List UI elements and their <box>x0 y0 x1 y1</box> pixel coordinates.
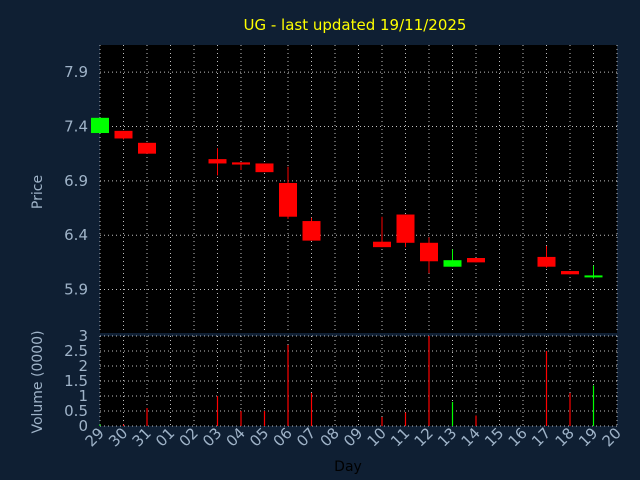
candle-body <box>279 183 297 217</box>
volume-tick-label: 3 <box>78 327 88 345</box>
candle-body <box>208 159 227 164</box>
price-tick-labels: 5.9 6.4 6.9 7.4 7.9 <box>64 63 88 298</box>
candle-body <box>373 241 391 248</box>
x-tick-label: 04 <box>223 424 249 450</box>
price-tick-label: 6.9 <box>64 172 88 190</box>
x-axis-label: Day <box>334 459 362 475</box>
candle-body <box>138 142 156 154</box>
candles <box>91 117 603 279</box>
candle-body <box>255 163 274 173</box>
price-axis-label: Price <box>30 175 46 209</box>
x-tick-label: 13 <box>434 424 460 450</box>
x-tick-label: 08 <box>317 424 343 450</box>
x-tick-label: 15 <box>481 424 507 450</box>
x-tick-label: 16 <box>505 424 531 450</box>
x-tick-label: 02 <box>176 424 202 450</box>
x-tick-label: 06 <box>270 424 296 450</box>
x-tick-label: 31 <box>129 424 155 450</box>
x-tick-label: 18 <box>552 424 578 450</box>
candle-body <box>443 260 462 267</box>
price-tick-label: 5.9 <box>64 281 88 299</box>
x-tick-label: 30 <box>105 424 131 450</box>
x-tick-label: 12 <box>411 424 437 450</box>
x-tick-label: 14 <box>458 424 484 450</box>
candle-body <box>396 214 415 243</box>
price-tick-label: 6.4 <box>64 226 88 244</box>
x-tick-labels: 2930310102030405060708091011121314151617… <box>82 424 625 450</box>
x-tick-label: 07 <box>293 424 319 450</box>
candle-body <box>561 271 579 275</box>
grid-lines <box>99 45 618 427</box>
volume-tick-label: 1 <box>78 387 88 405</box>
x-tick-label: 03 <box>199 424 225 450</box>
volume-axis-label: Volume (0000) <box>30 330 46 433</box>
candle-body <box>584 275 603 278</box>
x-tick-label: 09 <box>340 424 366 450</box>
price-tick-label: 7.9 <box>64 63 88 81</box>
volume-tick-label: 0.5 <box>64 402 88 420</box>
volume-tick-label: 0 <box>78 417 88 435</box>
volume-tick-label: 1.5 <box>64 372 88 390</box>
volume-tick-label: 2 <box>78 357 88 375</box>
candle-body <box>232 162 250 165</box>
x-tick-label: 20 <box>599 424 625 450</box>
x-tick-label: 05 <box>246 424 272 450</box>
candle-body <box>420 242 438 262</box>
volume-tick-label: 2.5 <box>64 342 88 360</box>
x-tick-label: 11 <box>387 424 413 450</box>
x-tick-label: 19 <box>575 424 601 450</box>
candle-body <box>302 221 321 241</box>
candle-body <box>467 258 485 263</box>
x-tick-label: 10 <box>364 424 390 450</box>
price-tick-label: 7.4 <box>64 118 88 136</box>
x-tick-label: 01 <box>152 424 178 450</box>
candle-body <box>114 130 133 139</box>
candle-body <box>537 256 556 267</box>
chart-title: UG - last updated 19/11/2025 <box>244 16 467 34</box>
volume-bars <box>99 336 595 426</box>
volume-tick-labels: 00.511.522.53 <box>64 327 88 435</box>
x-tick-label: 17 <box>528 424 554 450</box>
candle-body <box>91 117 109 134</box>
